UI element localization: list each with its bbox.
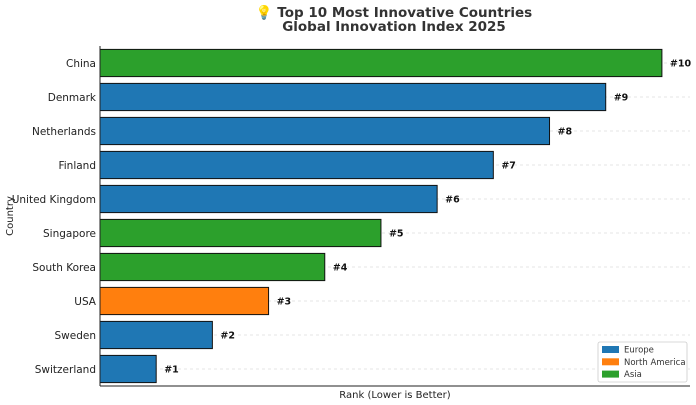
y-tick-label: South Korea	[32, 262, 96, 274]
legend-box	[597, 341, 688, 383]
data-label: #8	[558, 127, 573, 138]
data-label: #3	[277, 297, 292, 308]
bar-finland	[99, 150, 494, 180]
legend-label: Asia	[624, 370, 642, 380]
legend-label: Europe	[624, 346, 654, 356]
y-tick-label: Singapore	[43, 228, 96, 240]
data-labels: #1 #2 #3 #4 #5 #6 #7 #8 #9 #10	[164, 59, 691, 376]
bar-sweden	[99, 320, 213, 350]
bars	[99, 48, 663, 384]
y-tick-labels: Switzerland Sweden USA South Korea Singapore…	[12, 58, 97, 376]
y-tick-label: Netherlands	[32, 126, 96, 138]
bar-united-kingdom	[99, 184, 438, 214]
bar-usa	[99, 286, 270, 316]
chart-subtitle: Global Innovation Index 2025	[282, 19, 506, 35]
x-axis-label: Rank (Lower is Better)	[339, 390, 450, 401]
data-label: #10	[670, 59, 692, 70]
data-label: #9	[614, 93, 629, 104]
legend: Europe North America Asia	[597, 341, 688, 383]
data-label: #4	[333, 263, 348, 274]
y-tick-label: United Kingdom	[12, 194, 96, 206]
legend-swatch	[602, 370, 619, 378]
y-tick-label: Finland	[58, 160, 96, 172]
y-axis-label: Country	[5, 196, 16, 236]
bar-switzerland	[99, 354, 157, 384]
y-tick-label: Switzerland	[35, 364, 96, 376]
data-label: #2	[220, 331, 235, 342]
legend-swatch	[602, 358, 619, 366]
data-label: #7	[501, 161, 516, 172]
chart-title: 💡 Top 10 Most Innovative Countries	[256, 4, 532, 21]
data-label: #5	[389, 229, 404, 240]
bar-singapore	[99, 218, 382, 248]
bar-netherlands	[99, 116, 551, 146]
bar-denmark	[99, 82, 607, 112]
bar-south-korea	[99, 252, 326, 282]
data-label: #1	[164, 365, 179, 376]
y-tick-label: Denmark	[48, 92, 97, 104]
legend-label: North America	[624, 358, 686, 368]
data-label: #6	[445, 195, 460, 206]
y-tick-label: China	[66, 58, 96, 70]
y-tick-label: USA	[74, 296, 97, 308]
bar-china	[99, 48, 663, 78]
legend-swatch	[602, 346, 619, 353]
y-tick-label: Sweden	[55, 330, 97, 342]
